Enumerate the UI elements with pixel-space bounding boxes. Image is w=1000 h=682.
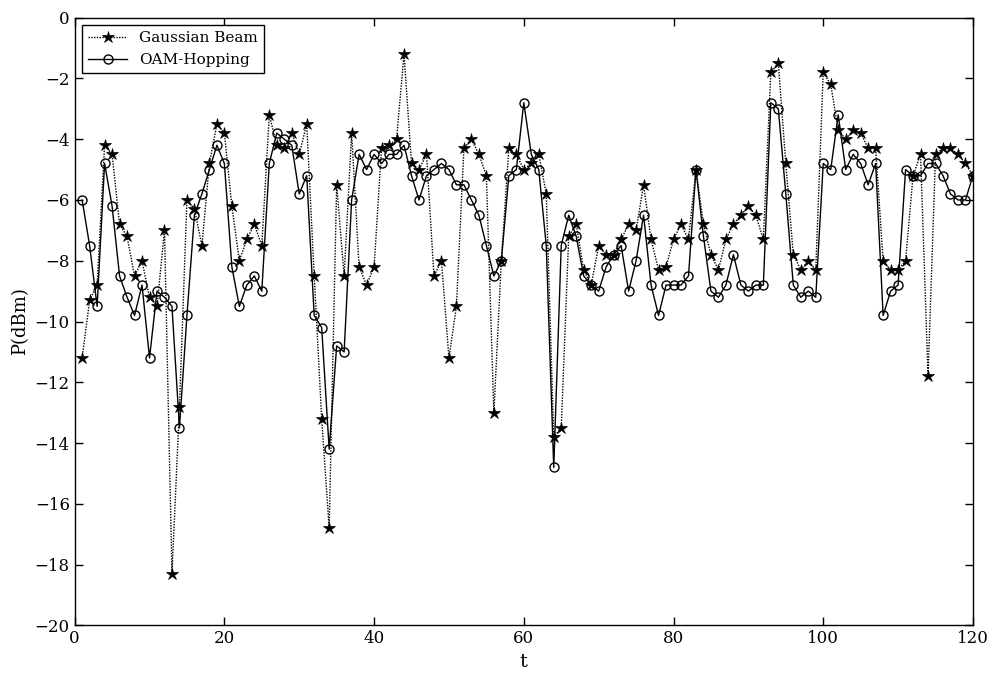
X-axis label: t: t: [520, 653, 528, 671]
OAM-Hopping: [263, 160, 275, 168]
Gaussian Beam: [398, 50, 410, 58]
OAM-Hopping: [316, 323, 328, 331]
Gaussian Beam: [271, 141, 283, 149]
OAM-Hopping: [705, 287, 717, 295]
OAM-Hopping: [76, 196, 88, 204]
Line: OAM-Hopping: OAM-Hopping: [78, 98, 977, 472]
Gaussian Beam: [323, 524, 335, 533]
OAM-Hopping: [967, 172, 979, 180]
OAM-Hopping: [518, 99, 530, 107]
Gaussian Beam: [166, 569, 178, 578]
Gaussian Beam: [967, 172, 979, 180]
OAM-Hopping: [548, 463, 560, 471]
Gaussian Beam: [952, 150, 964, 158]
OAM-Hopping: [585, 281, 597, 289]
Legend: Gaussian Beam, OAM-Hopping: Gaussian Beam, OAM-Hopping: [82, 25, 264, 73]
Gaussian Beam: [795, 266, 807, 274]
OAM-Hopping: [795, 293, 807, 301]
OAM-Hopping: [952, 196, 964, 204]
Y-axis label: P(dBm): P(dBm): [11, 288, 29, 355]
Line: Gaussian Beam: Gaussian Beam: [76, 48, 979, 580]
Gaussian Beam: [585, 281, 597, 289]
Gaussian Beam: [705, 250, 717, 258]
Gaussian Beam: [76, 354, 88, 362]
